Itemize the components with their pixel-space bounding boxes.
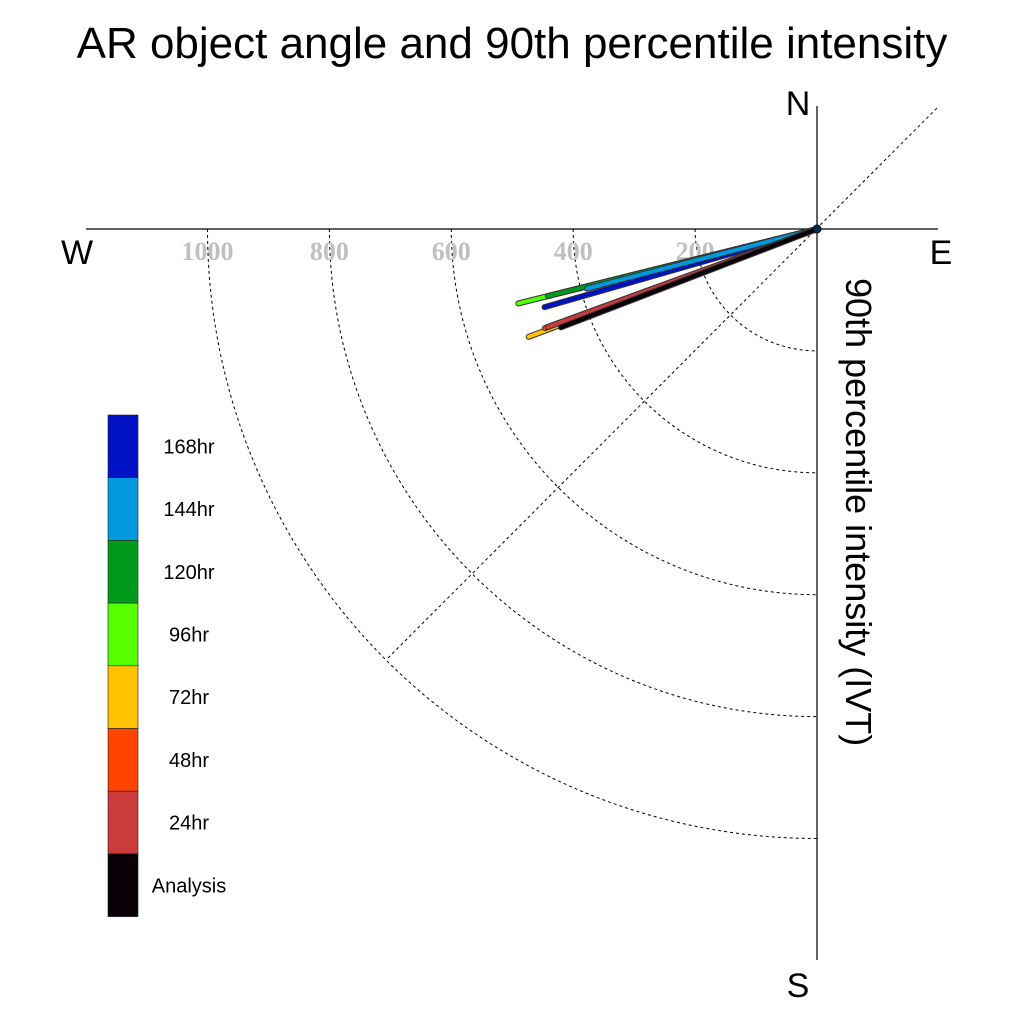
series-vectors <box>515 224 822 340</box>
legend-swatch <box>107 853 139 917</box>
radial-tick-label: 600 <box>432 237 471 266</box>
chart-grid <box>207 106 939 839</box>
legend-label: 24hr <box>169 813 209 835</box>
legend-label: 120hr <box>163 562 214 584</box>
vector-144hr <box>583 226 820 292</box>
legend-label: Analysis <box>152 875 226 897</box>
vector-line <box>584 227 819 291</box>
grid-arc <box>328 228 818 718</box>
compass-south-label: S <box>787 967 810 1005</box>
legend-label: 144hr <box>163 499 214 521</box>
grid-arc <box>572 228 818 474</box>
grid-arc <box>207 228 818 839</box>
chart-title: AR object angle and 90th percentile inte… <box>77 19 948 68</box>
vector-line <box>558 227 819 330</box>
legend-label: 96hr <box>169 624 209 646</box>
legend-swatch <box>107 477 139 541</box>
compass-north-label: N <box>786 85 811 123</box>
legend-swatch <box>107 665 139 729</box>
legend-swatch <box>107 540 139 604</box>
legend-swatch <box>107 602 139 667</box>
grid-arc <box>694 228 818 352</box>
vector-analysis <box>557 226 820 331</box>
compass-axes <box>86 106 938 960</box>
legend-swatch <box>107 790 139 855</box>
radial-tick-label: 400 <box>554 237 593 266</box>
radial-tick-label: 800 <box>310 237 349 266</box>
legend: 168hr 144hr 120hr 96hr 72hr 48hr 24hr Analysis <box>107 414 226 917</box>
radial-tick-label: 1000 <box>182 237 234 266</box>
origin-point <box>812 224 822 234</box>
compass-east-label: E <box>930 234 953 272</box>
legend-label: 72hr <box>169 687 209 709</box>
grid-diagonal <box>387 106 939 659</box>
y-axis-label: 90th percentile intensity (IVT) <box>838 278 879 746</box>
radial-tick-labels: 1000 800 600 400 200 <box>182 237 715 266</box>
legend-swatch <box>107 728 139 792</box>
legend-label: 48hr <box>169 750 209 772</box>
compass-west-label: W <box>61 234 93 272</box>
legend-label: 168hr <box>163 436 214 458</box>
grid-arc <box>450 228 818 596</box>
legend-swatch <box>107 414 139 479</box>
